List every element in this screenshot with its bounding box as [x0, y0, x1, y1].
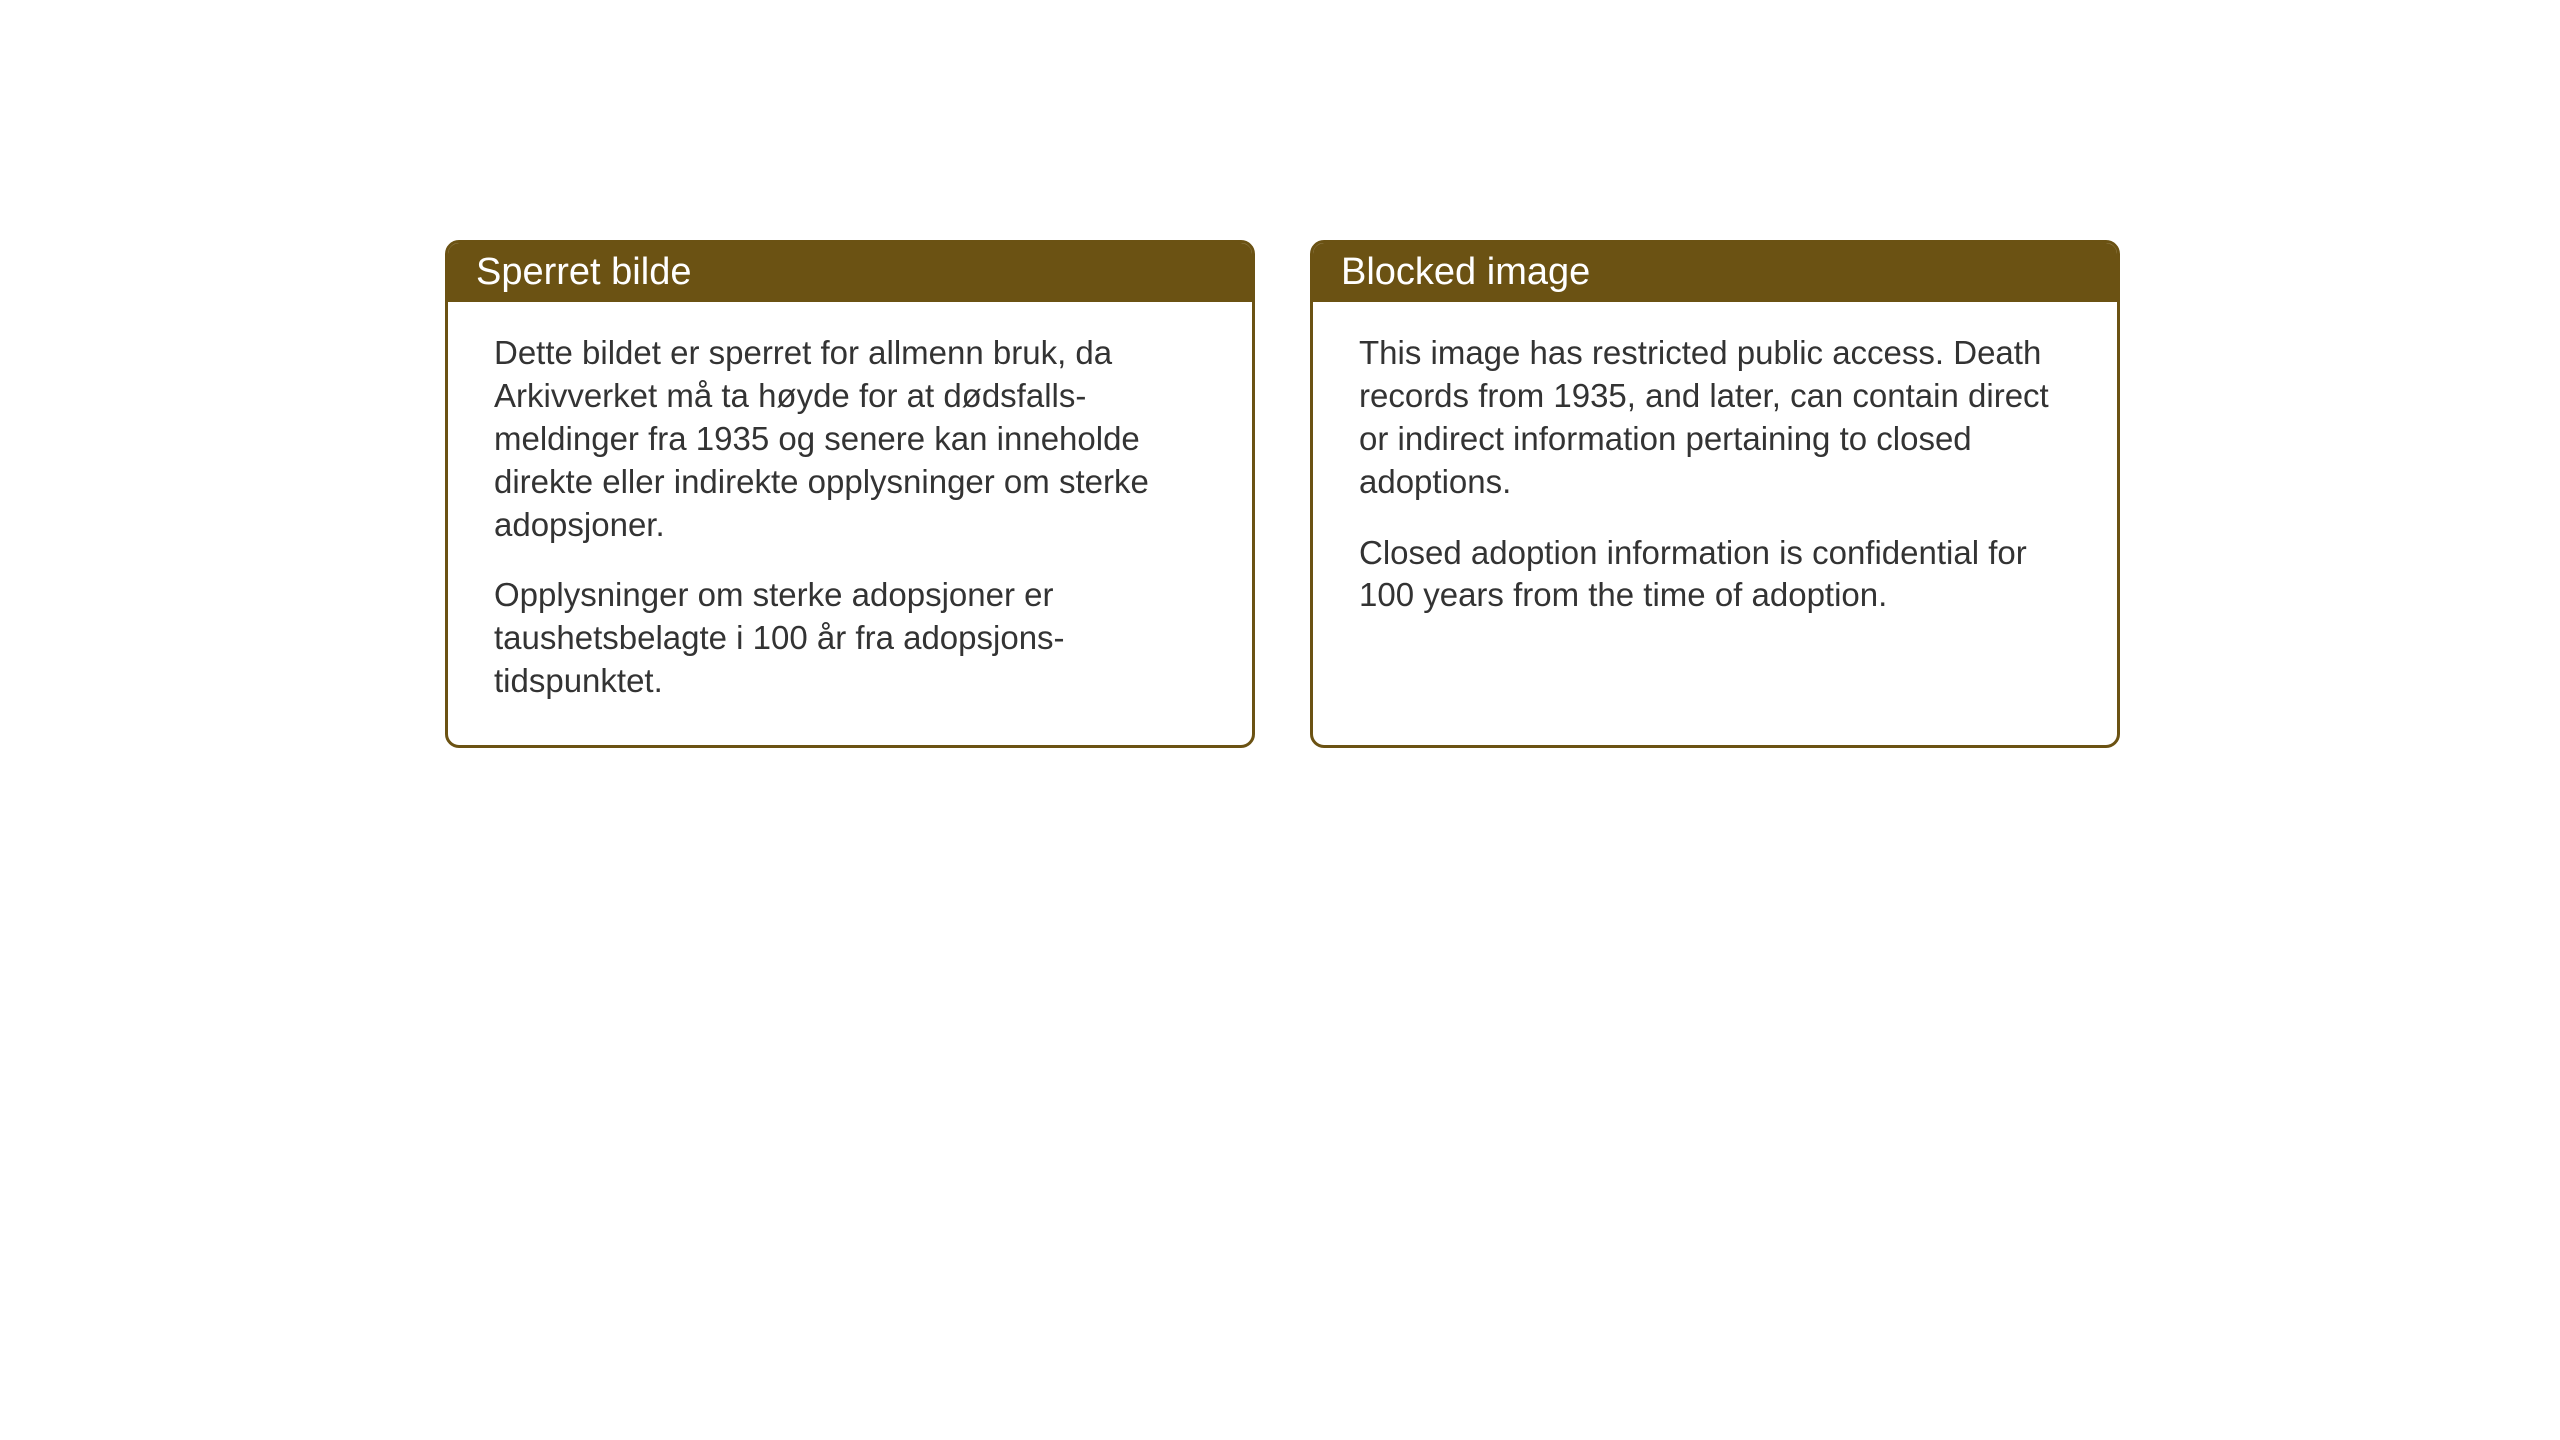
notice-paragraph: Dette bildet er sperret for allmenn bruk… [494, 332, 1206, 546]
notice-paragraph: Closed adoption information is confident… [1359, 532, 2071, 618]
notice-paragraph: Opplysninger om sterke adopsjoner er tau… [494, 574, 1206, 703]
notice-header: Sperret bilde [448, 243, 1252, 302]
notice-title: Sperret bilde [476, 251, 691, 293]
notice-body: This image has restricted public access.… [1313, 302, 2117, 659]
notice-card-english: Blocked image This image has restricted … [1310, 240, 2120, 748]
notice-body: Dette bildet er sperret for allmenn bruk… [448, 302, 1252, 745]
notice-paragraph: This image has restricted public access.… [1359, 332, 2071, 504]
notice-container: Sperret bilde Dette bildet er sperret fo… [445, 240, 2120, 748]
notice-title: Blocked image [1341, 251, 1590, 293]
notice-header: Blocked image [1313, 243, 2117, 302]
notice-card-norwegian: Sperret bilde Dette bildet er sperret fo… [445, 240, 1255, 748]
